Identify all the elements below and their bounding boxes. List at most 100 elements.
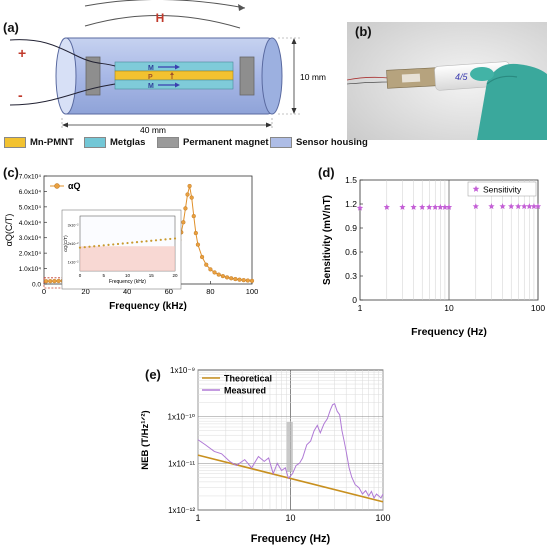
panel-c-label: (c) [3,165,19,180]
y-axis-label: NEB (T/Hz¹ᐟ²) [140,410,151,469]
y-tick-label: 2.0x10⁴ [19,251,42,258]
y-tick-label: 4.0x10⁴ [19,220,42,227]
data-point [526,203,533,210]
y-tick-label: 1.5 [345,175,357,185]
chart-neb: 1 10 100 1x10⁻¹² 1x10⁻¹¹ 1x10⁻¹⁰ 1x10⁻⁹ Frequen… [140,366,391,545]
y-tick-label: 1.0x10⁴ [19,266,42,273]
layer-label-m-top: M [148,65,154,72]
inset-point [93,245,96,248]
inset-x-tick: 5 [102,273,105,278]
data-point [185,192,190,197]
data-point [410,203,417,210]
legend-item-permanent-magnet: Permanent magnet [157,137,269,148]
x-tick-label: 60 [165,287,173,296]
materials-legend: Mn-PMNT Metglas Permanent magnet Sensor … [4,137,424,151]
legend-swatch [84,137,106,148]
panel-e-label: (e) [145,367,161,382]
data-point [432,203,439,210]
inset-point [164,238,167,241]
lead-wire-top [9,39,116,67]
layer-label-p: P [148,74,153,81]
y-tick-label: 7.0x10⁴ [19,174,42,181]
data-point [241,278,246,283]
inset-point [135,241,139,244]
inset-point [131,241,134,244]
x-tick-label: 100 [375,513,390,523]
legend-label: αQ [68,181,81,191]
x-tick-label: 10 [285,513,295,523]
data-point [181,220,186,225]
panel-d-label: (d) [318,165,335,180]
field-arc-inner [84,14,241,29]
inset-point [112,243,115,246]
legend-swatch [270,137,292,148]
legend-box [467,181,537,197]
data-point [515,203,522,210]
lead-wire-bottom [9,83,116,106]
y-tick-label: 1x10⁻⁹ [170,366,195,375]
inset-point [116,242,120,246]
inset-y-label: αQ(C/T) [63,235,68,252]
legend-label: Sensor housing [296,137,368,148]
permanent-magnet-left [85,56,101,96]
y-tick-label: 1x10⁻¹² [168,506,195,515]
y-tick-label: 0.6 [345,247,357,257]
data-point [488,203,495,210]
theoretical-line [197,454,384,503]
legend-label: Theoretical [224,374,272,384]
chart-sensitivity: 1 10 100 0 0.3 0.6 0.9 1.2 1.5 Frequency (Hz) Sens… [322,175,545,338]
x-tick-label: 20 [81,287,89,296]
data-point [212,270,217,275]
y-tick-label: 0.3 [345,271,357,281]
terminal-minus: - [18,87,23,103]
inset-point [145,240,148,243]
housing-right-end [261,37,283,115]
data-point [56,278,61,284]
dimension-length: 40 mm [140,125,166,135]
data-point [521,203,528,210]
inset-shade [80,246,175,271]
y-axis-label: αQ(C/T) [4,214,14,247]
svg-text:4/5: 4/5 [455,72,469,82]
data-point [52,278,57,284]
inset-y-tick: 2x10⁻² [68,242,80,246]
x-tick-label: 40 [123,287,131,296]
inset-x-tick: 0 [79,273,82,278]
data-point [419,203,426,210]
data-point [191,214,196,219]
data-point [193,230,198,236]
x-tick-label: 0 [42,287,46,296]
y-tick-label: 0 [352,295,357,305]
inset-point [154,239,158,242]
x-tick-label: 100 [531,303,545,313]
legend-label: Sensitivity [483,185,522,195]
sensor-schematic: H M P M + - 10 mm 40 mm [9,0,326,135]
inset-point [97,244,101,247]
x-tick-label: 10 [444,303,454,313]
x-tick-label: 100 [246,287,259,296]
pmnt-layer [114,70,234,81]
data-point [441,203,449,210]
field-arrow-icon [238,4,245,11]
inset-x-label: Frequency (kHz) [109,279,146,285]
data-point [499,203,506,210]
y-tick-label: 1x10⁻¹¹ [168,459,195,468]
legend-label: Measured [224,386,266,396]
legend-swatch [157,137,179,148]
data-point [199,254,205,260]
x-tick-label: 80 [206,287,214,296]
data-point [245,278,250,283]
data-point [220,274,225,279]
data-point [508,203,515,210]
x-tick-label: 1 [358,303,363,313]
inset-point [173,237,177,240]
data-point [534,203,542,210]
panel-a-label: (a) [3,20,19,35]
inset-point [88,245,91,248]
permanent-magnet-right [239,56,255,96]
inset-point [102,244,105,247]
inset-point [150,239,153,242]
legend-item-metglas: Metglas [84,137,145,148]
data-point [229,276,234,281]
data-point [249,278,255,283]
